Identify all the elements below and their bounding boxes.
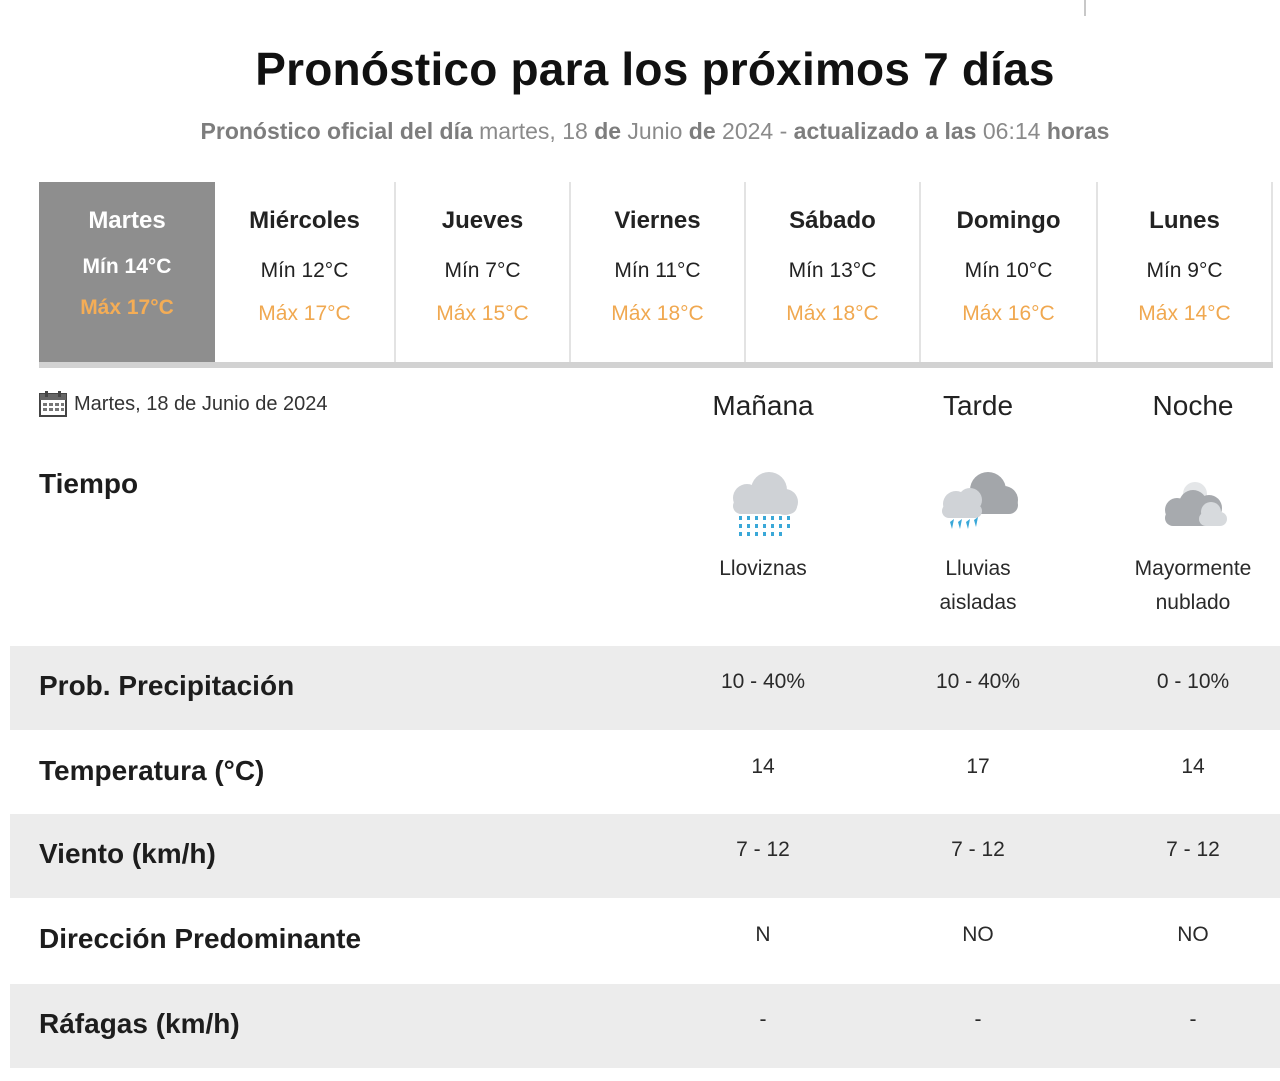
day-tab-miercoles[interactable]: Miércoles Mín 12°C Máx 17°C bbox=[215, 182, 396, 362]
day-min-temp: Mín 11°C bbox=[614, 259, 701, 282]
subtitle-de: de bbox=[688, 118, 716, 144]
row-value: 10 - 40% bbox=[935, 670, 1021, 693]
row-viento: Viento (km/h) 7 - 12 7 - 12 7 - 12 bbox=[10, 814, 1280, 898]
weather-desc-line: Mayormente bbox=[1134, 557, 1252, 580]
day-name: Jueves bbox=[441, 207, 524, 234]
day-name: Miércoles bbox=[249, 207, 360, 234]
weather-desc: Lluvias aisladas bbox=[868, 552, 1088, 620]
drizzle-icon bbox=[733, 472, 798, 536]
selected-date: Martes, 18 de Junio de 2024 bbox=[38, 390, 328, 418]
day-tab-martes[interactable]: Martes Mín 14°C Máx 17°C bbox=[39, 182, 215, 362]
top-divider bbox=[1084, 0, 1086, 16]
row-value: NO bbox=[962, 923, 994, 946]
day-max-temp: Máx 16°C bbox=[962, 302, 1055, 325]
day-max-temp: Máx 14°C bbox=[1138, 302, 1231, 325]
subtitle-time: 06:14 bbox=[982, 118, 1041, 144]
row-label: Dirección Predominante bbox=[39, 923, 362, 954]
day-max-temp: Máx 18°C bbox=[786, 302, 879, 325]
row-value: 14 bbox=[1181, 755, 1205, 778]
period-header-tarde: Tarde bbox=[942, 390, 1014, 421]
weather-desc-line: nublado bbox=[1155, 591, 1231, 614]
day-tab-sabado[interactable]: Sábado Mín 13°C Máx 18°C bbox=[746, 182, 921, 362]
weather-tarde: Lluvias aisladas bbox=[868, 468, 1088, 620]
subtitle-month: Junio bbox=[627, 118, 683, 144]
row-value: 7 - 12 bbox=[736, 838, 790, 861]
subtitle-year: 2024 bbox=[722, 118, 774, 144]
period-header-manana: Mañana bbox=[712, 390, 814, 421]
row-value: 14 bbox=[751, 755, 775, 778]
row-temperatura: Temperatura (°C) 14 17 14 bbox=[10, 731, 1280, 815]
row-label: Viento (km/h) bbox=[39, 838, 216, 869]
subtitle-prefix: Pronóstico oficial del día bbox=[200, 118, 473, 144]
row-label: Temperatura (°C) bbox=[39, 755, 265, 786]
page-subtitle: Pronóstico oficial del día martes, 18 de… bbox=[0, 118, 1280, 145]
day-name: Martes bbox=[88, 207, 166, 234]
period-header-noche: Noche bbox=[1152, 390, 1234, 421]
day-min-temp: Mín 9°C bbox=[1146, 259, 1223, 282]
mostly-cloudy-night-icon bbox=[1165, 482, 1227, 526]
day-max-temp: Máx 17°C bbox=[80, 296, 174, 319]
day-min-temp: Mín 7°C bbox=[444, 259, 521, 282]
row-value: 10 - 40% bbox=[720, 670, 806, 693]
day-min-temp: Mín 14°C bbox=[82, 255, 172, 278]
tiempo-label: Tiempo bbox=[39, 468, 139, 499]
subtitle-date: martes, 18 bbox=[479, 118, 588, 144]
row-direccion: Dirección Predominante N NO NO bbox=[10, 899, 1280, 983]
weather-manana: Lloviznas bbox=[653, 468, 873, 586]
row-rafagas: Ráfagas (km/h) - - - bbox=[10, 984, 1280, 1068]
day-min-temp: Mín 10°C bbox=[964, 259, 1053, 282]
subtitle-dash: - bbox=[779, 118, 788, 144]
day-name: Lunes bbox=[1149, 207, 1220, 234]
row-value: 17 bbox=[966, 755, 990, 778]
day-name: Sábado bbox=[789, 207, 876, 234]
day-name: Domingo bbox=[956, 207, 1061, 234]
row-value: - bbox=[974, 1008, 982, 1031]
row-label: Ráfagas (km/h) bbox=[39, 1008, 240, 1039]
weather-desc: Mayormente nublado bbox=[1083, 552, 1280, 620]
row-value: 7 - 12 bbox=[951, 838, 1005, 861]
row-value: 7 - 12 bbox=[1166, 838, 1220, 861]
row-value: - bbox=[759, 1008, 767, 1031]
day-tab-lunes[interactable]: Lunes Mín 9°C Máx 14°C bbox=[1098, 182, 1273, 362]
weather-desc-line: aisladas bbox=[939, 591, 1017, 614]
day-tab-jueves[interactable]: Jueves Mín 7°C Máx 15°C bbox=[396, 182, 571, 362]
weather-noche: Mayormente nublado bbox=[1083, 468, 1280, 620]
row-value: - bbox=[1189, 1008, 1197, 1031]
row-value: 0 - 10% bbox=[1156, 670, 1230, 693]
day-name: Viernes bbox=[614, 207, 701, 234]
day-min-temp: Mín 13°C bbox=[788, 259, 877, 282]
weather-desc-line: Lluvias bbox=[945, 557, 1011, 580]
day-max-temp: Máx 17°C bbox=[258, 302, 351, 325]
row-label: Prob. Precipitación bbox=[39, 670, 295, 701]
isolated-rain-icon bbox=[942, 472, 1018, 529]
row-value: N bbox=[755, 923, 771, 946]
calendar-icon bbox=[39, 391, 67, 417]
row-value: NO bbox=[1177, 923, 1209, 946]
subtitle-de: de bbox=[594, 118, 622, 144]
day-max-temp: Máx 18°C bbox=[611, 302, 704, 325]
subtitle-updated: actualizado a las bbox=[793, 118, 977, 144]
day-min-temp: Mín 12°C bbox=[260, 259, 349, 282]
selected-date-text: Martes, 18 de Junio de 2024 bbox=[74, 392, 328, 415]
day-tab-domingo[interactable]: Domingo Mín 10°C Máx 16°C bbox=[921, 182, 1098, 362]
page-title: Pronóstico para los próximos 7 días bbox=[255, 43, 1055, 95]
day-tab-viernes[interactable]: Viernes Mín 11°C Máx 18°C bbox=[571, 182, 746, 362]
row-prob-precipitacion: Prob. Precipitación 10 - 40% 10 - 40% 0 … bbox=[10, 646, 1280, 730]
day-tabs: Martes Mín 14°C Máx 17°C Miércoles Mín 1… bbox=[39, 182, 1273, 368]
weather-desc-line: Lloviznas bbox=[719, 557, 807, 580]
subtitle-hours: horas bbox=[1046, 118, 1110, 144]
weather-desc: Lloviznas bbox=[653, 552, 873, 586]
day-max-temp: Máx 15°C bbox=[436, 302, 529, 325]
